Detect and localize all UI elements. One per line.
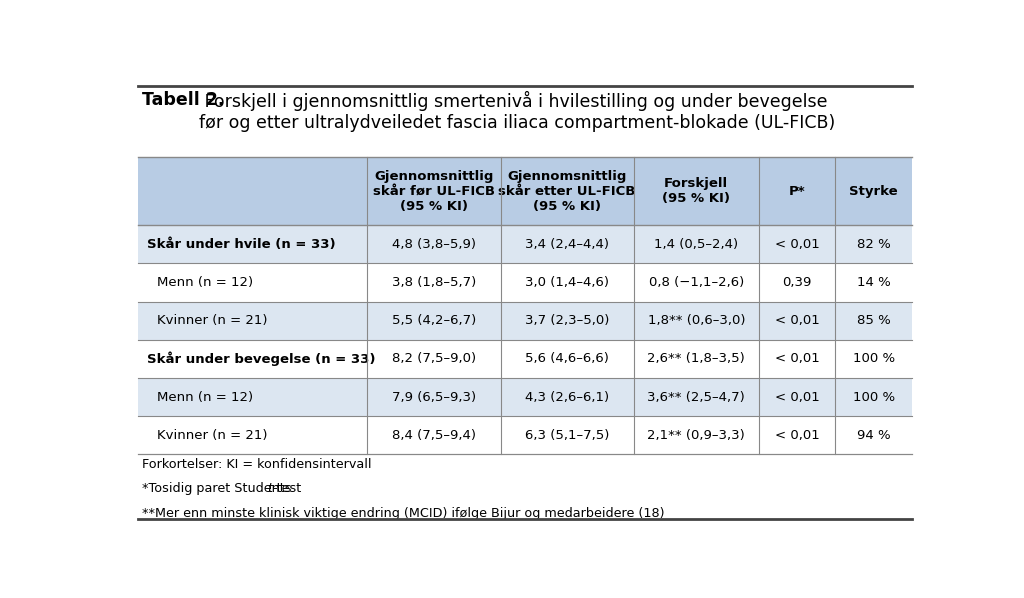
Text: 1,8** (0,6–3,0): 1,8** (0,6–3,0) — [647, 314, 745, 327]
Text: 100 %: 100 % — [853, 390, 895, 404]
Text: 3,6** (2,5–4,7): 3,6** (2,5–4,7) — [647, 390, 745, 404]
Text: 3,4 (2,4–4,4): 3,4 (2,4–4,4) — [525, 237, 609, 251]
Text: Menn (n = 12): Menn (n = 12) — [158, 390, 254, 404]
Bar — [137, 157, 912, 225]
Text: 6,3 (5,1–7,5): 6,3 (5,1–7,5) — [525, 429, 609, 442]
Text: 1,4 (0,5–2,4): 1,4 (0,5–2,4) — [654, 237, 738, 251]
Text: 5,6 (4,6–6,6): 5,6 (4,6–6,6) — [525, 352, 609, 365]
Text: 3,7 (2,3–5,0): 3,7 (2,3–5,0) — [525, 314, 609, 327]
Bar — [137, 378, 912, 416]
Text: Kvinner (n = 21): Kvinner (n = 21) — [158, 429, 268, 442]
Text: 7,9 (6,5–9,3): 7,9 (6,5–9,3) — [392, 390, 476, 404]
Text: < 0,01: < 0,01 — [775, 390, 819, 404]
Text: 0,8 (−1,1–2,6): 0,8 (−1,1–2,6) — [648, 276, 743, 289]
Text: < 0,01: < 0,01 — [775, 314, 819, 327]
Text: Gjennomsnittlig
skår før UL-FICB
(95 % KI): Gjennomsnittlig skår før UL-FICB (95 % K… — [373, 169, 495, 212]
Text: Kvinner (n = 21): Kvinner (n = 21) — [158, 314, 268, 327]
Text: < 0,01: < 0,01 — [775, 352, 819, 365]
Text: **Mer enn minste klinisk viktige endring (MCID) ifølge Bijur og medarbeidere (18: **Mer enn minste klinisk viktige endring… — [142, 507, 665, 520]
Text: 3,0 (1,4–4,6): 3,0 (1,4–4,6) — [525, 276, 609, 289]
Text: 94 %: 94 % — [857, 429, 891, 442]
Bar — [137, 416, 912, 454]
Text: 2,1** (0,9–3,3): 2,1** (0,9–3,3) — [647, 429, 745, 442]
Text: Skår under bevegelse (n = 33): Skår under bevegelse (n = 33) — [147, 352, 376, 366]
Text: 14 %: 14 % — [857, 276, 891, 289]
Text: Tabell 2.: Tabell 2. — [142, 91, 224, 109]
Text: < 0,01: < 0,01 — [775, 429, 819, 442]
Text: Skår under hvile (n = 33): Skår under hvile (n = 33) — [147, 237, 336, 251]
Text: 4,3 (2,6–6,1): 4,3 (2,6–6,1) — [525, 390, 609, 404]
Bar — [137, 301, 912, 340]
Bar — [137, 263, 912, 301]
Text: 8,4 (7,5–9,4): 8,4 (7,5–9,4) — [392, 429, 476, 442]
Text: Gjennomsnittlig
skår etter UL-FICB
(95 % KI): Gjennomsnittlig skår etter UL-FICB (95 %… — [499, 169, 636, 212]
Text: 100 %: 100 % — [853, 352, 895, 365]
Text: P*: P* — [788, 185, 806, 197]
Text: 4,8 (3,8–5,9): 4,8 (3,8–5,9) — [392, 237, 476, 251]
Text: 8,2 (7,5–9,0): 8,2 (7,5–9,0) — [392, 352, 476, 365]
Bar — [137, 340, 912, 378]
Text: 0,39: 0,39 — [782, 276, 812, 289]
Text: 3,8 (1,8–5,7): 3,8 (1,8–5,7) — [392, 276, 476, 289]
Text: Forkortelser: KI = konfidensintervall: Forkortelser: KI = konfidensintervall — [142, 458, 372, 471]
Text: *Tosidig paret Students: *Tosidig paret Students — [142, 483, 296, 496]
Text: t: t — [267, 483, 272, 496]
Bar — [137, 225, 912, 263]
Text: Forskjell
(95 % KI): Forskjell (95 % KI) — [663, 177, 730, 205]
Text: < 0,01: < 0,01 — [775, 237, 819, 251]
Text: 5,5 (4,2–6,7): 5,5 (4,2–6,7) — [392, 314, 476, 327]
Text: -test: -test — [272, 483, 302, 496]
Text: 82 %: 82 % — [857, 237, 891, 251]
Text: Forskjell i gjennomsnittlig smertenivå i hvilestilling og under bevegelse
før og: Forskjell i gjennomsnittlig smertenivå i… — [200, 91, 836, 132]
Text: 85 %: 85 % — [857, 314, 891, 327]
Text: Styrke: Styrke — [850, 185, 898, 197]
Text: Menn (n = 12): Menn (n = 12) — [158, 276, 254, 289]
Text: 2,6** (1,8–3,5): 2,6** (1,8–3,5) — [647, 352, 745, 365]
